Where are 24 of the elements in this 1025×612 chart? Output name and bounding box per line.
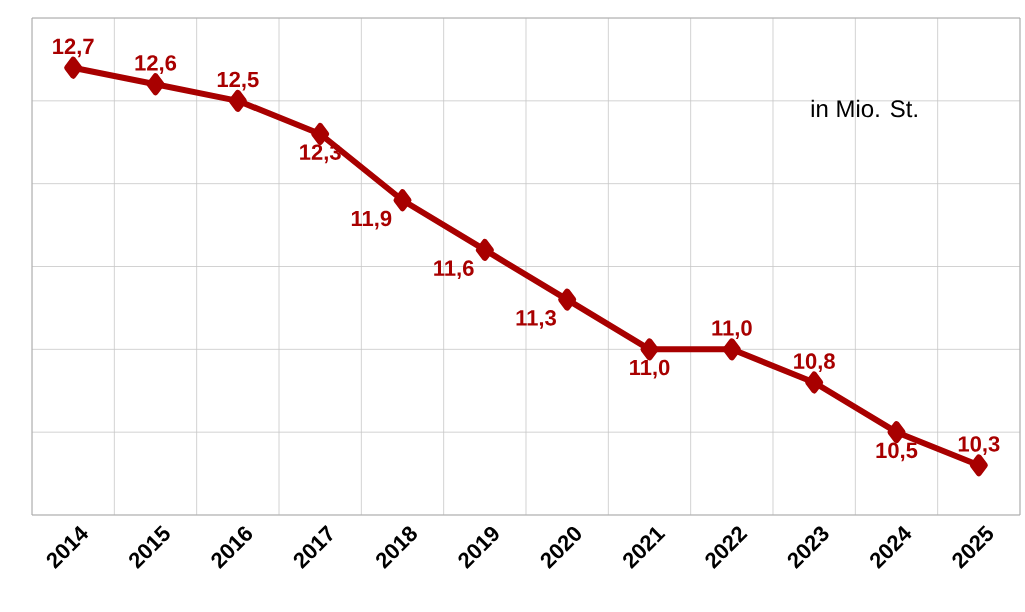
point: [393, 189, 412, 212]
point: [722, 338, 741, 361]
point: [228, 89, 247, 112]
data-label: 11,9: [351, 210, 392, 230]
data-label: 11,0: [712, 320, 752, 339]
data-label: 12,5: [217, 71, 259, 91]
point: [969, 454, 988, 477]
data-label: 10,5: [876, 442, 918, 462]
data-label: 11,6: [434, 260, 474, 280]
data-label: 11,0: [630, 359, 670, 379]
point: [475, 238, 494, 261]
data-label: 12,6: [135, 55, 177, 74]
point: [311, 122, 330, 145]
point: [640, 338, 659, 361]
point: [64, 56, 83, 79]
data-label: 11,3: [516, 310, 556, 329]
point: [805, 371, 824, 394]
point: [887, 421, 906, 444]
annotation: in Mio. St.: [811, 99, 917, 118]
data-label: 10,8: [794, 353, 835, 373]
point: [558, 288, 577, 311]
data-label: 10,3: [958, 436, 1000, 455]
data-label: 12,7: [53, 38, 94, 58]
point: [146, 73, 165, 96]
